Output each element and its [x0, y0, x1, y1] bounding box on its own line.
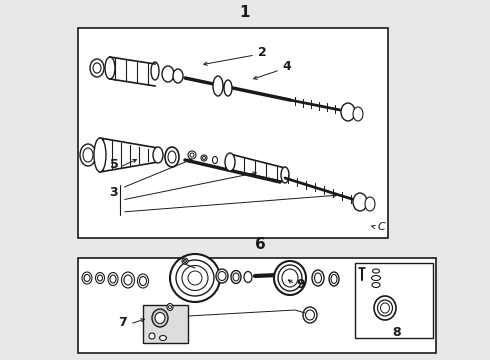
Ellipse shape	[169, 306, 171, 309]
Text: 9: 9	[296, 279, 305, 292]
Ellipse shape	[96, 273, 104, 284]
Ellipse shape	[201, 155, 207, 161]
Ellipse shape	[282, 269, 298, 287]
Ellipse shape	[162, 66, 174, 82]
Ellipse shape	[216, 269, 228, 283]
Ellipse shape	[82, 272, 92, 284]
Text: 8: 8	[392, 327, 401, 339]
Ellipse shape	[305, 310, 315, 320]
Ellipse shape	[218, 271, 226, 280]
Text: 5: 5	[110, 158, 119, 171]
Text: 3: 3	[109, 185, 118, 198]
Text: 2: 2	[258, 45, 267, 59]
Ellipse shape	[110, 275, 116, 283]
Ellipse shape	[353, 193, 367, 211]
Bar	[355, 263, 433, 338]
Text: 6: 6	[255, 237, 266, 252]
Ellipse shape	[122, 272, 134, 288]
Ellipse shape	[372, 283, 380, 288]
Ellipse shape	[365, 197, 375, 211]
Ellipse shape	[152, 309, 168, 327]
Text: 1: 1	[240, 5, 250, 20]
Ellipse shape	[90, 59, 104, 77]
Ellipse shape	[213, 157, 218, 163]
Ellipse shape	[190, 153, 194, 157]
Text: 7: 7	[118, 315, 127, 328]
Ellipse shape	[160, 336, 167, 341]
Ellipse shape	[84, 274, 90, 282]
Ellipse shape	[80, 144, 96, 166]
Ellipse shape	[278, 265, 302, 291]
Ellipse shape	[371, 275, 381, 280]
Ellipse shape	[149, 333, 155, 339]
Ellipse shape	[93, 63, 101, 73]
Ellipse shape	[341, 103, 355, 121]
Ellipse shape	[224, 80, 232, 96]
Bar	[143, 305, 188, 343]
Ellipse shape	[372, 269, 379, 273]
Text: 4: 4	[282, 59, 291, 72]
Ellipse shape	[213, 76, 223, 96]
Ellipse shape	[176, 260, 214, 296]
Ellipse shape	[381, 303, 390, 313]
Ellipse shape	[274, 261, 306, 295]
Text: C: C	[378, 222, 386, 232]
Ellipse shape	[329, 272, 339, 286]
Ellipse shape	[231, 270, 241, 284]
Ellipse shape	[225, 153, 235, 171]
Ellipse shape	[281, 167, 289, 183]
Ellipse shape	[173, 69, 183, 83]
Ellipse shape	[303, 307, 317, 323]
Ellipse shape	[331, 274, 337, 284]
Bar	[78, 28, 388, 238]
Ellipse shape	[233, 273, 239, 281]
Ellipse shape	[108, 273, 118, 285]
Ellipse shape	[167, 303, 173, 310]
Ellipse shape	[138, 274, 148, 288]
Ellipse shape	[168, 151, 176, 163]
Ellipse shape	[105, 57, 115, 79]
Ellipse shape	[182, 266, 208, 291]
Ellipse shape	[153, 147, 163, 163]
Ellipse shape	[188, 271, 202, 285]
Bar	[78, 258, 436, 353]
Ellipse shape	[188, 151, 196, 159]
Ellipse shape	[182, 258, 188, 264]
Ellipse shape	[98, 275, 102, 281]
Ellipse shape	[202, 157, 205, 159]
Ellipse shape	[183, 260, 187, 262]
Ellipse shape	[140, 276, 147, 285]
Ellipse shape	[244, 271, 252, 283]
Ellipse shape	[151, 62, 159, 80]
Ellipse shape	[315, 273, 321, 283]
Ellipse shape	[377, 300, 392, 316]
Ellipse shape	[312, 270, 324, 286]
Ellipse shape	[83, 148, 93, 162]
Ellipse shape	[94, 138, 106, 172]
Ellipse shape	[165, 147, 179, 167]
Ellipse shape	[124, 275, 132, 285]
Ellipse shape	[155, 312, 165, 324]
Ellipse shape	[374, 296, 396, 320]
Ellipse shape	[170, 254, 220, 302]
Ellipse shape	[353, 107, 363, 121]
